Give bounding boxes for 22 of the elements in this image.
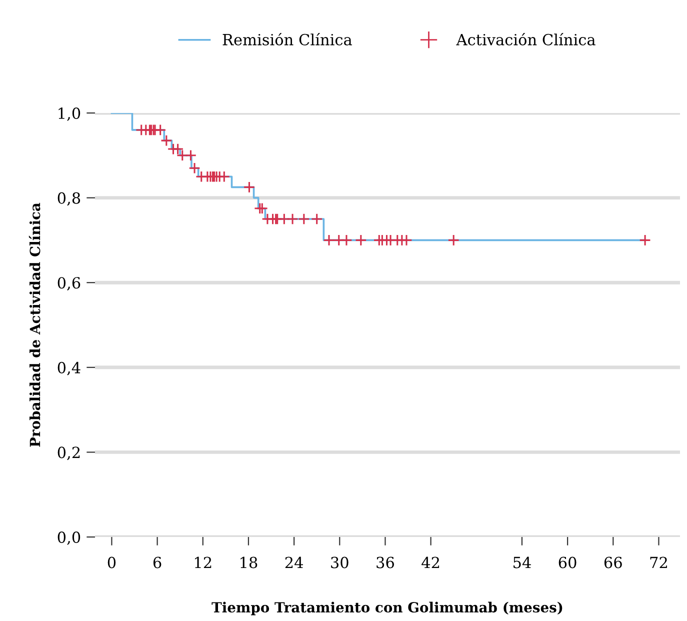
x-tick-label: 30 [331, 556, 348, 568]
y-tick-label: 1,0 [58, 107, 80, 121]
x-tick-label: 42 [422, 556, 440, 568]
x-axis-title: Tiempo Tratamiento con Golimumab (meses) [212, 602, 562, 616]
x-tick-label: 36 [376, 556, 394, 568]
y-tick-label: 0,4 [58, 362, 80, 376]
y-tick-label: 0,2 [58, 446, 80, 460]
y-tick-label: 0,0 [58, 531, 80, 545]
x-tick-label: 24 [285, 556, 304, 568]
y-tick-label: 0,6 [58, 277, 80, 290]
y-axis-title: Probalidad de Actividad Clínica [28, 202, 40, 447]
x-tick-label: 18 [240, 556, 258, 568]
x-tick-label: 0 [108, 556, 116, 568]
x-tick-label: 66 [604, 556, 622, 568]
x-tick-label: 72 [650, 556, 667, 568]
x-tick-label: 12 [195, 556, 212, 568]
x-tick-label: 6 [153, 556, 162, 568]
x-tick-label: 60 [558, 556, 576, 568]
legend-label: Remisión Clínica [222, 32, 352, 46]
x-tick-label: 54 [514, 556, 531, 568]
y-tick-label: 0,8 [58, 192, 80, 206]
legend-label: Activación Clínica [456, 32, 596, 46]
